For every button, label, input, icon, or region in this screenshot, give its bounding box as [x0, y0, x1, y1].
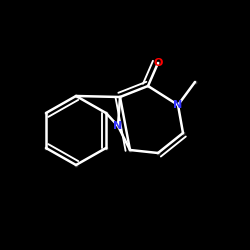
- Text: N: N: [114, 121, 122, 131]
- Text: N: N: [174, 100, 182, 110]
- Text: O: O: [153, 58, 163, 68]
